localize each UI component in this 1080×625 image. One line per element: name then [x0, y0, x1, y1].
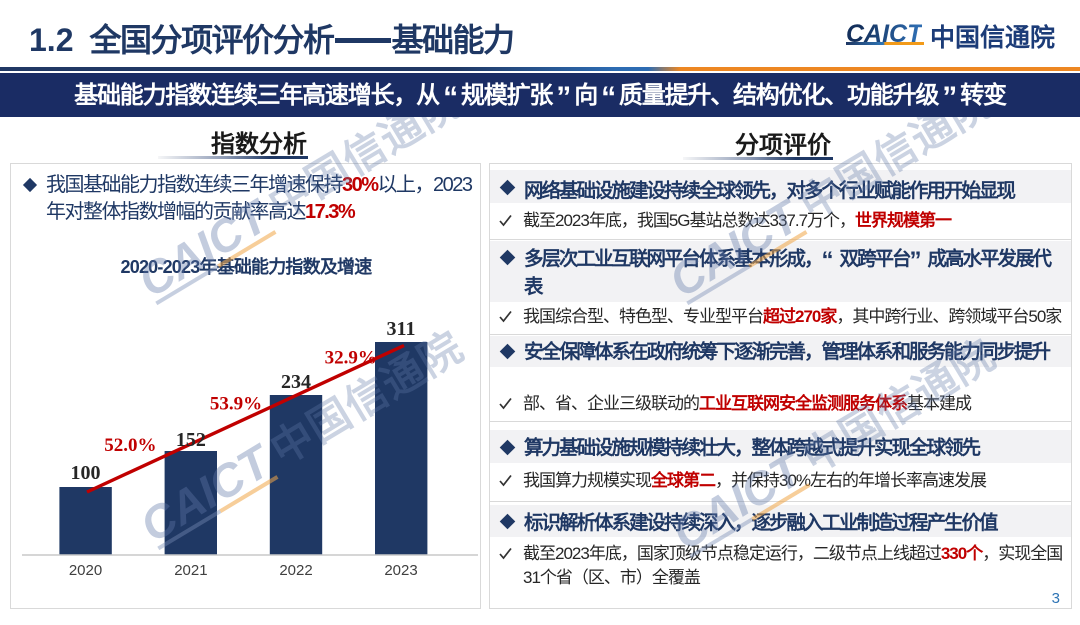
svg-text:32.9%: 32.9%: [325, 348, 377, 369]
svg-text:2020: 2020: [69, 562, 102, 579]
svg-text:311: 311: [387, 318, 416, 340]
svg-text:234: 234: [281, 371, 311, 393]
svg-text:152: 152: [176, 429, 206, 451]
svg-text:2023: 2023: [384, 562, 417, 579]
svg-text:100: 100: [71, 462, 101, 484]
svg-text:2022: 2022: [279, 562, 312, 579]
svg-text:2021: 2021: [174, 562, 207, 579]
svg-text:52.0%: 52.0%: [104, 435, 156, 456]
svg-text:53.9%: 53.9%: [210, 394, 262, 415]
